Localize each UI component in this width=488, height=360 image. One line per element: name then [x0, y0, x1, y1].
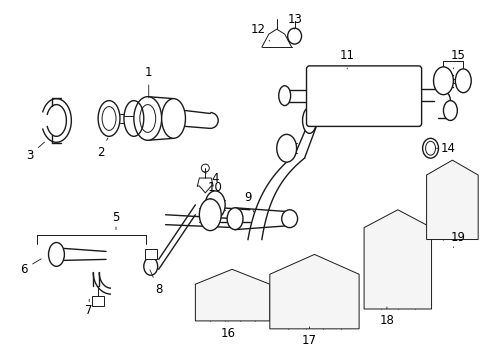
Ellipse shape — [454, 69, 470, 93]
Text: 9: 9 — [244, 192, 253, 212]
Text: 4: 4 — [203, 171, 219, 185]
Ellipse shape — [143, 257, 157, 275]
Ellipse shape — [205, 191, 224, 219]
Text: 13: 13 — [286, 13, 302, 29]
Ellipse shape — [48, 243, 64, 266]
Text: 7: 7 — [85, 299, 93, 318]
Ellipse shape — [98, 100, 120, 136]
Text: 5: 5 — [112, 211, 120, 230]
Ellipse shape — [276, 134, 296, 162]
Ellipse shape — [226, 208, 243, 230]
Text: 14: 14 — [436, 142, 455, 155]
Text: 12: 12 — [250, 23, 269, 41]
Ellipse shape — [278, 86, 290, 105]
Text: 18: 18 — [379, 307, 393, 327]
Text: 11: 11 — [339, 49, 354, 69]
Text: 16: 16 — [220, 322, 235, 340]
Text: 2: 2 — [97, 138, 108, 159]
Text: 8: 8 — [150, 270, 162, 296]
Ellipse shape — [287, 28, 301, 44]
Ellipse shape — [162, 99, 185, 138]
Ellipse shape — [281, 210, 297, 228]
Polygon shape — [426, 160, 477, 239]
Text: 19: 19 — [450, 231, 465, 247]
Ellipse shape — [443, 100, 456, 121]
Text: 17: 17 — [302, 327, 316, 347]
Ellipse shape — [422, 138, 438, 158]
Polygon shape — [144, 249, 156, 260]
Text: 15: 15 — [450, 49, 465, 69]
Polygon shape — [92, 296, 104, 306]
Polygon shape — [269, 255, 358, 329]
Ellipse shape — [433, 67, 452, 95]
Ellipse shape — [302, 108, 316, 133]
Ellipse shape — [199, 199, 221, 231]
Polygon shape — [364, 210, 431, 309]
Text: 1: 1 — [145, 66, 152, 98]
Text: 3: 3 — [26, 142, 44, 162]
Text: 10: 10 — [207, 181, 222, 200]
FancyBboxPatch shape — [306, 66, 421, 126]
Text: 6: 6 — [20, 259, 41, 276]
Polygon shape — [195, 269, 269, 321]
Ellipse shape — [134, 96, 162, 140]
